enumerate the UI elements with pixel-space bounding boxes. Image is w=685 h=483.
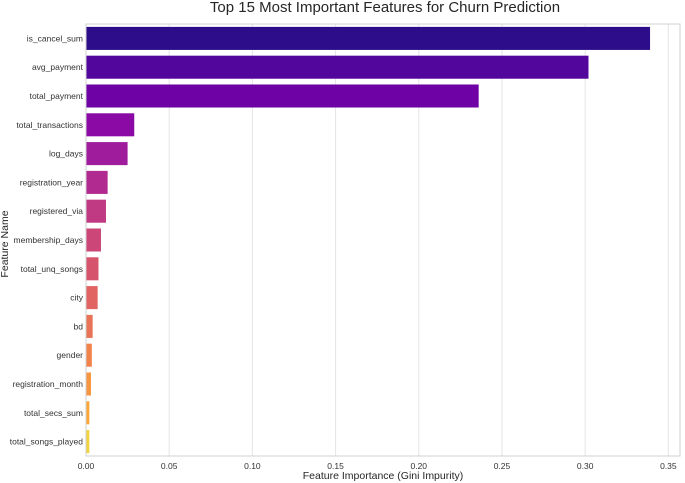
y-tick-label: total_transactions: [16, 120, 83, 130]
x-tick-label: 0.25: [494, 461, 511, 471]
x-tick-label: 0.35: [660, 461, 677, 471]
bar-is-cancel-sum: [86, 26, 651, 50]
plot-frame: [85, 23, 681, 457]
x-tick-label: 0.00: [78, 461, 95, 471]
x-tick-label: 0.15: [327, 461, 344, 471]
x-tick-label: 0.10: [244, 461, 261, 471]
bar-log-days: [86, 142, 128, 166]
bar-avg-payment: [86, 55, 589, 79]
x-tick-label: 0.05: [161, 461, 178, 471]
y-tick-label: total_payment: [30, 91, 84, 101]
x-tick-labels: 0.00 0.05 0.10 0.15 0.20 0.25 0.30 0.35: [78, 461, 677, 471]
bar-city: [86, 286, 98, 310]
x-tick-label: 0.30: [577, 461, 594, 471]
bar-gender: [86, 343, 92, 367]
x-tick-label: 0.20: [410, 461, 427, 471]
y-tick-label: membership_days: [14, 235, 83, 245]
y-tick-label: avg_payment: [32, 62, 84, 72]
y-tick-label: city: [70, 293, 84, 303]
bar-total-songs-played: [86, 430, 90, 454]
bar-total-unq-songs: [86, 257, 99, 281]
bar-total-transactions: [86, 113, 135, 137]
y-tick-labels: is_cancel_sum avg_payment total_paymenttot…: [10, 33, 84, 446]
x-axis-label: Feature Importance (Gini Impurity): [303, 470, 463, 482]
bar-bd: [86, 314, 93, 338]
bar-registration-month: [86, 372, 91, 396]
y-tick-label: total_secs_sum: [24, 408, 83, 418]
bar-registration-year: [86, 170, 108, 194]
y-tick-label: registered_via: [30, 206, 84, 216]
y-tick-label: bd: [74, 321, 84, 331]
bar-total-secs-sum: [86, 401, 90, 425]
y-tick-label: log_days: [49, 149, 83, 159]
y-tick-label: total_unq_songs: [21, 264, 83, 274]
bar-membership-days: [86, 228, 101, 252]
y-tick-label: registration_year: [20, 177, 83, 187]
y-tick-label: registration_month: [13, 379, 84, 389]
y-axis-label: Feature Name: [0, 210, 11, 277]
chart-title: Top 15 Most Important Features for Churn…: [210, 0, 560, 16]
bar-registered-via: [86, 199, 106, 223]
y-tick-label: gender: [57, 350, 84, 360]
y-tick-label: is_cancel_sum: [27, 33, 83, 43]
y-tick-label: total_songs_played: [10, 437, 84, 447]
bars: [86, 26, 651, 454]
bar-total-payment: [86, 84, 479, 108]
